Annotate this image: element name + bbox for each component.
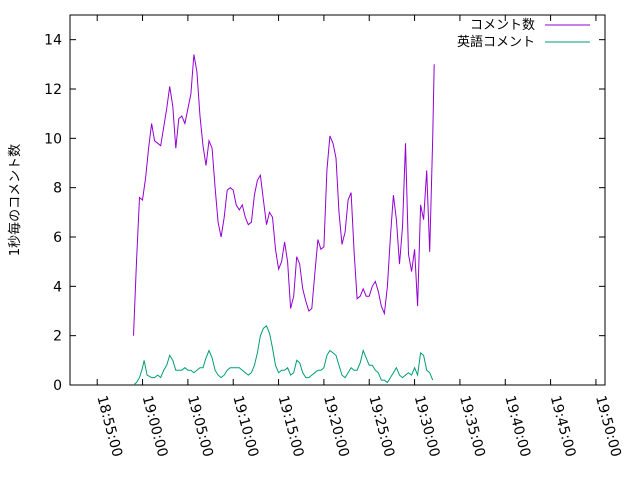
y-tick-label: 10 [44, 131, 62, 147]
legend-label-1: 英語コメント [457, 34, 535, 50]
x-tick-label: 19:25:00 [365, 394, 397, 459]
y-tick-label: 12 [44, 82, 62, 98]
x-tick-label: 19:40:00 [501, 394, 533, 459]
x-tick-label: 19:50:00 [592, 394, 624, 459]
series-line-0 [133, 54, 435, 336]
y-tick-label: 0 [53, 378, 62, 394]
axes [69, 14, 606, 386]
x-tick-label: 19:10:00 [229, 394, 261, 459]
plot-frame [69, 14, 606, 386]
legend-label-0: コメント数 [470, 18, 535, 33]
y-tick-label: 2 [53, 329, 62, 345]
x-tick-label: 19:00:00 [139, 394, 171, 459]
y-axis-label: 1秒毎のコメント数 [7, 144, 23, 256]
ticks: 0 2 4 6 8 10 12 14 18:55:00 19:00:00 19:05:00 19:10… [44, 15, 624, 459]
x-tick-label: 19:45:00 [547, 394, 579, 459]
y-tick-label: 14 [44, 33, 62, 49]
x-tick-label: 19:35:00 [456, 394, 488, 459]
x-tick-label: 18:55:00 [93, 394, 125, 459]
series-layer [133, 54, 435, 386]
x-tick-label: 19:20:00 [320, 394, 352, 459]
series-line-1 [133, 324, 434, 386]
y-tick-label: 6 [53, 230, 62, 246]
x-tick-label: 19:15:00 [275, 394, 307, 459]
y-tick-label: 4 [53, 279, 62, 295]
x-tick-label: 19:05:00 [184, 394, 216, 459]
x-tick-label: 19:30:00 [411, 394, 443, 459]
y-tick-label: 8 [53, 181, 62, 197]
